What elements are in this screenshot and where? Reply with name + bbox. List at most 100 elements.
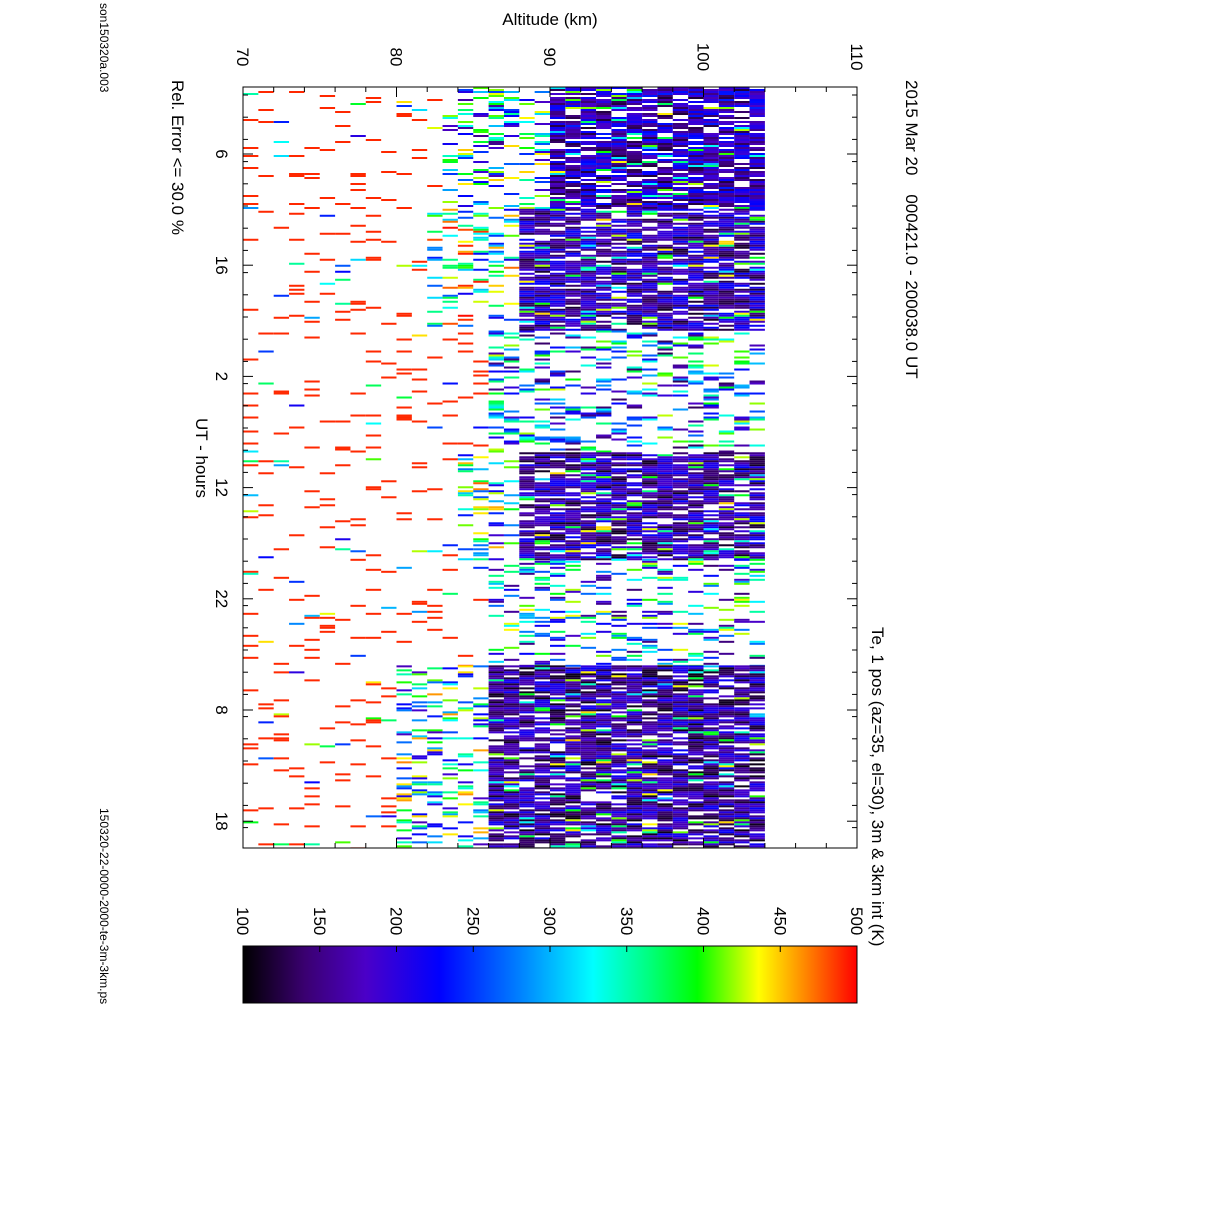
te-cell bbox=[626, 304, 643, 307]
te-cell bbox=[734, 89, 750, 91]
te-cell bbox=[550, 436, 566, 439]
te-cell bbox=[550, 316, 566, 319]
te-cell bbox=[488, 699, 504, 702]
te-cell bbox=[657, 530, 673, 533]
te-cell bbox=[657, 466, 673, 469]
te-cell bbox=[657, 622, 673, 625]
te-cell bbox=[626, 153, 643, 155]
te-cell bbox=[749, 91, 765, 93]
te-cell bbox=[642, 133, 658, 135]
te-cell bbox=[626, 693, 643, 696]
te-cell bbox=[611, 482, 627, 485]
te-cell bbox=[657, 805, 673, 808]
te-cell bbox=[642, 208, 658, 211]
te-cell bbox=[442, 773, 458, 776]
te-cell bbox=[442, 713, 458, 716]
te-cell bbox=[642, 480, 658, 483]
te-cell bbox=[611, 218, 627, 221]
te-cell bbox=[473, 552, 489, 555]
te-cell bbox=[688, 304, 704, 307]
te-cell bbox=[718, 197, 735, 199]
te-cell bbox=[550, 169, 566, 171]
te-cell bbox=[749, 610, 765, 613]
te-cell bbox=[718, 775, 735, 778]
te-cell bbox=[611, 121, 627, 123]
te-cell bbox=[243, 656, 259, 659]
te-cell bbox=[565, 236, 581, 239]
te-cell bbox=[550, 264, 566, 267]
te-cell bbox=[626, 212, 643, 215]
te-cell bbox=[488, 115, 504, 117]
te-cell bbox=[611, 175, 627, 177]
te-cell bbox=[488, 779, 504, 782]
te-cell bbox=[550, 201, 566, 203]
te-cell bbox=[611, 739, 627, 742]
te-cell bbox=[657, 534, 673, 537]
te-cell bbox=[611, 256, 627, 259]
te-cell bbox=[335, 662, 351, 665]
te-cell bbox=[611, 703, 627, 706]
te-cell bbox=[519, 208, 535, 211]
te-cell bbox=[580, 697, 597, 700]
te-cell bbox=[657, 837, 673, 840]
te-cell bbox=[703, 294, 719, 297]
te-cell bbox=[672, 472, 689, 475]
te-cell bbox=[565, 727, 581, 730]
te-cell bbox=[688, 488, 704, 491]
te-cell bbox=[749, 502, 765, 505]
te-cell bbox=[565, 671, 581, 674]
te-cell bbox=[703, 821, 719, 824]
te-cell bbox=[473, 809, 489, 812]
te-cell bbox=[534, 141, 550, 143]
te-cell bbox=[519, 260, 535, 263]
te-cell bbox=[626, 773, 643, 776]
te-cell bbox=[718, 191, 735, 193]
te-cell bbox=[550, 795, 566, 798]
te-cell bbox=[580, 304, 597, 307]
te-cell bbox=[580, 111, 597, 113]
te-cell bbox=[580, 476, 597, 479]
te-cell bbox=[596, 408, 612, 411]
te-cell bbox=[749, 105, 765, 107]
te-cell bbox=[672, 280, 689, 283]
te-cell bbox=[550, 290, 566, 293]
te-cell bbox=[519, 829, 535, 832]
te-cell bbox=[626, 522, 643, 525]
te-cell bbox=[534, 803, 550, 806]
te-cell bbox=[519, 552, 535, 555]
te-cell bbox=[734, 785, 750, 788]
te-cell bbox=[411, 550, 428, 553]
te-cell bbox=[749, 514, 765, 517]
te-cell bbox=[580, 813, 597, 816]
te-cell bbox=[289, 238, 305, 241]
te-cell bbox=[703, 807, 719, 810]
te-cell bbox=[642, 781, 658, 784]
te-cell bbox=[703, 161, 719, 163]
te-cell bbox=[488, 773, 504, 776]
te-cell bbox=[519, 538, 535, 541]
te-cell bbox=[457, 558, 474, 561]
te-cell bbox=[550, 833, 566, 836]
te-cell bbox=[703, 675, 719, 678]
te-cell bbox=[519, 733, 535, 736]
te-cell bbox=[596, 466, 612, 469]
te-cell bbox=[565, 787, 581, 790]
te-cell bbox=[580, 715, 597, 718]
te-cell bbox=[626, 354, 643, 357]
te-cell bbox=[734, 753, 750, 756]
te-cell bbox=[688, 430, 704, 433]
te-cell bbox=[550, 294, 566, 297]
te-cell bbox=[611, 438, 627, 441]
te-cell bbox=[611, 693, 627, 696]
te-cell bbox=[473, 426, 489, 429]
te-cell bbox=[427, 610, 443, 613]
te-cell bbox=[642, 801, 658, 804]
te-cell bbox=[734, 268, 750, 271]
te-cell bbox=[672, 127, 689, 129]
te-cell bbox=[749, 228, 765, 231]
te-cell bbox=[442, 737, 458, 740]
te-cell bbox=[626, 248, 643, 251]
te-cell bbox=[411, 709, 428, 712]
te-cell bbox=[550, 157, 566, 159]
te-cell bbox=[550, 167, 566, 169]
